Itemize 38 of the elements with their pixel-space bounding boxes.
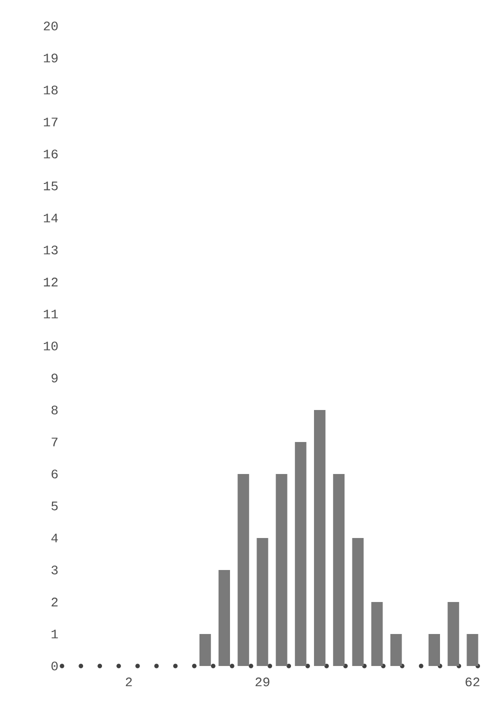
y-tick-label: 2 bbox=[52, 598, 58, 606]
y-tick-label: 11 bbox=[44, 310, 58, 318]
bar bbox=[238, 474, 250, 666]
y-tick-label: 20 bbox=[44, 22, 58, 30]
y-tick-label: 7 bbox=[52, 438, 58, 446]
bar bbox=[294, 442, 306, 666]
bar bbox=[218, 570, 230, 666]
y-tick-label: 9 bbox=[52, 374, 58, 382]
y-tick-label: 5 bbox=[52, 502, 58, 510]
y-tick-label: 4 bbox=[51, 534, 58, 542]
bar bbox=[448, 602, 460, 666]
y-tick-label: 1 bbox=[52, 630, 58, 638]
y-tick-label: 6 bbox=[52, 470, 58, 478]
bar bbox=[428, 634, 440, 666]
y-tick-label: 13 bbox=[44, 246, 58, 254]
bar bbox=[333, 474, 345, 666]
y-tick-label: 19 bbox=[44, 54, 58, 62]
y-tick-label: 8 bbox=[52, 406, 58, 414]
bar bbox=[371, 602, 383, 666]
y-tick-label: 0 bbox=[51, 662, 58, 670]
bar bbox=[466, 634, 478, 666]
bar bbox=[276, 474, 288, 666]
x-tick-label: 2 bbox=[126, 678, 132, 686]
y-tick-label: 16 bbox=[44, 150, 58, 158]
bar bbox=[256, 538, 268, 666]
x-tick-label: 62 bbox=[466, 678, 480, 686]
y-tick-label: 17 bbox=[44, 118, 58, 126]
y-tick-label: 14 bbox=[44, 214, 58, 222]
bar bbox=[199, 634, 211, 666]
y-tick-label: 3 bbox=[52, 566, 58, 574]
y-tick-label: 10 bbox=[44, 342, 58, 350]
y-tick-label: 15 bbox=[44, 182, 58, 190]
y-tick-label: 18 bbox=[44, 86, 58, 94]
x-tick-label: 29 bbox=[256, 678, 270, 686]
y-tick-label: 12 bbox=[44, 278, 58, 286]
bar bbox=[390, 634, 402, 666]
bar bbox=[352, 538, 364, 666]
bar bbox=[314, 410, 326, 666]
